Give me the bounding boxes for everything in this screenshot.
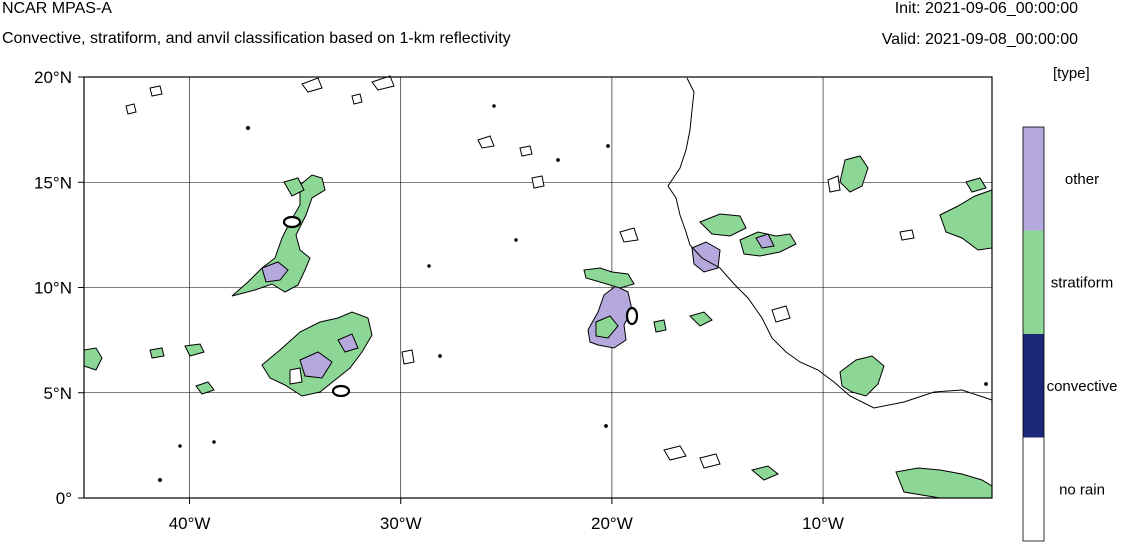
precip-cell (556, 158, 560, 162)
legend-swatch (1023, 230, 1044, 334)
lat-tick-label: 15°N (34, 173, 72, 192)
precip-cell (149, 347, 165, 359)
precip-cell (195, 381, 215, 395)
precip-cell (827, 175, 841, 193)
legend-title: [type] (1053, 65, 1090, 82)
precip-cell (371, 75, 395, 91)
precip-cell (261, 261, 289, 283)
coastline (667, 77, 993, 409)
precip-cells (83, 75, 993, 499)
legend-label: convective (1047, 378, 1118, 395)
precip-cell (699, 453, 721, 469)
lat-tick-label: 20°N (34, 68, 72, 87)
map-title: NCAR MPAS-A (2, 0, 112, 17)
precip-cell (691, 241, 721, 273)
precip-cell (531, 175, 545, 189)
legend-label: other (1065, 171, 1099, 188)
precip-cell (427, 264, 431, 268)
precip-cell (583, 267, 635, 289)
precip-cell (283, 177, 305, 197)
precip-cell (984, 382, 988, 386)
valid-time: Valid: 2021-09-08_00:00:00 (881, 31, 1078, 48)
legend-label: stratiform (1051, 274, 1114, 291)
precip-cell (604, 424, 608, 428)
precip-cell (899, 229, 915, 241)
precip-cell (895, 467, 993, 499)
legend-label: no rain (1059, 481, 1105, 498)
precip-cell (178, 444, 182, 448)
longitude-labels: 40°W 30°W 20°W 10°W (169, 514, 844, 533)
precip-cell (331, 384, 351, 398)
legend-swatch (1023, 437, 1044, 541)
precip-cell (625, 306, 639, 326)
lon-tick-label: 10°W (802, 514, 844, 533)
precip-cell (492, 104, 496, 108)
precip-cell (771, 305, 791, 323)
precip-cell (282, 215, 302, 229)
precip-cell (619, 227, 639, 243)
precip-cell (965, 177, 987, 193)
precip-cell (158, 478, 162, 482)
init-time: Init: 2021-09-06_00:00:00 (894, 0, 1078, 17)
precip-cell (519, 145, 533, 157)
legend: other stratiform convective no rain (1022, 126, 1118, 542)
legend-frame (1022, 126, 1045, 542)
lon-tick-label: 40°W (169, 514, 211, 533)
precip-cell (401, 349, 415, 365)
precip-cell (477, 135, 495, 149)
precip-cell (212, 440, 216, 444)
precip-cell (299, 351, 333, 379)
lon-tick-label: 20°W (591, 514, 633, 533)
legend-swatch (1023, 334, 1044, 438)
precip-cell (289, 367, 303, 385)
precip-cell (939, 189, 993, 251)
precip-cell (689, 311, 713, 327)
precip-cell (755, 233, 775, 249)
map-subtitle: Convective, stratiform, and anvil classi… (2, 30, 511, 47)
precip-cell (514, 238, 518, 242)
precip-cell (301, 77, 323, 93)
precip-cell (699, 213, 747, 237)
precip-cell (184, 343, 205, 357)
graticule (78, 76, 992, 504)
precip-cell (83, 347, 103, 371)
precip-cell (595, 315, 619, 339)
map-frame (83, 76, 993, 499)
precip-cell (663, 445, 687, 461)
lon-tick-label: 30°W (380, 514, 422, 533)
precip-cell (606, 144, 610, 148)
precip-cell (438, 354, 442, 358)
precip-cell (839, 355, 885, 397)
precip-cell (351, 93, 363, 105)
latitude-labels: 20°N 15°N 10°N 5°N 0° (34, 68, 72, 508)
precip-cell (245, 125, 251, 131)
lat-tick-label: 0° (56, 489, 72, 508)
precip-cell (337, 333, 359, 353)
lat-tick-label: 5°N (43, 384, 72, 403)
precip-cell (653, 319, 667, 333)
precip-cell (750, 465, 779, 481)
precip-cell (125, 103, 137, 115)
precip-cell (149, 85, 163, 97)
precip-cell (231, 174, 326, 297)
lat-tick-label: 10°N (34, 279, 72, 298)
precip-cell (839, 155, 869, 193)
legend-swatch (1023, 127, 1044, 231)
